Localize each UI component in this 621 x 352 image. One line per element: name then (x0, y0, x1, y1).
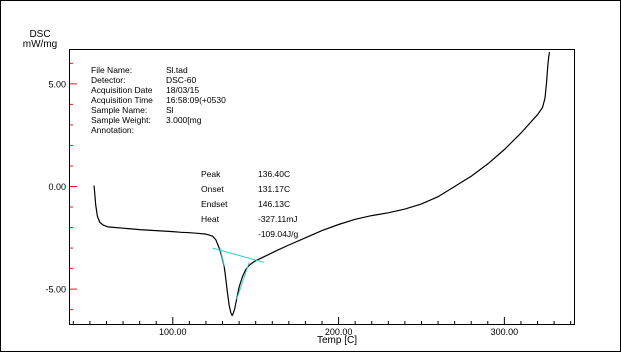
info-value: 3.000[mg (166, 115, 202, 125)
info-key: Sample Name: (91, 105, 147, 115)
result-value: 131.17C (258, 184, 290, 194)
result-key: Endset (201, 199, 228, 209)
result-value: -327.11mJ (258, 214, 298, 224)
x-tick-label: 200.00 (325, 327, 353, 337)
info-key: Annotation: (91, 125, 134, 135)
y-tick-label: 0.00 (48, 182, 66, 192)
result-key: Peak (201, 169, 221, 179)
result-value: 136.40C (258, 169, 290, 179)
info-value: Sl.tad (166, 65, 188, 75)
info-value: DSC-60 (166, 75, 197, 85)
info-key: Acquisition Time (91, 95, 153, 105)
info-key: Detector: (91, 75, 126, 85)
result-value: 146.13C (258, 199, 290, 209)
info-value: Sl (166, 105, 174, 115)
result-key: Onset (201, 184, 224, 194)
info-value: 18/03/15 (166, 85, 199, 95)
x-tick-label: 300.00 (491, 327, 519, 337)
y-tick-label: -5.00 (45, 285, 66, 295)
result-key: Heat (201, 214, 220, 224)
info-key: Sample Weight: (91, 115, 151, 125)
result-value: -109.04J/g (258, 229, 298, 239)
info-key: Acquisition Date (91, 85, 153, 95)
info-value: 16:58:09(+0530 (166, 95, 226, 105)
x-tick-label: 100.00 (159, 327, 187, 337)
y-tick-label: 5.00 (48, 79, 66, 89)
y-axis-unit: mW/mg (23, 39, 57, 50)
info-key: File Name: (91, 65, 132, 75)
